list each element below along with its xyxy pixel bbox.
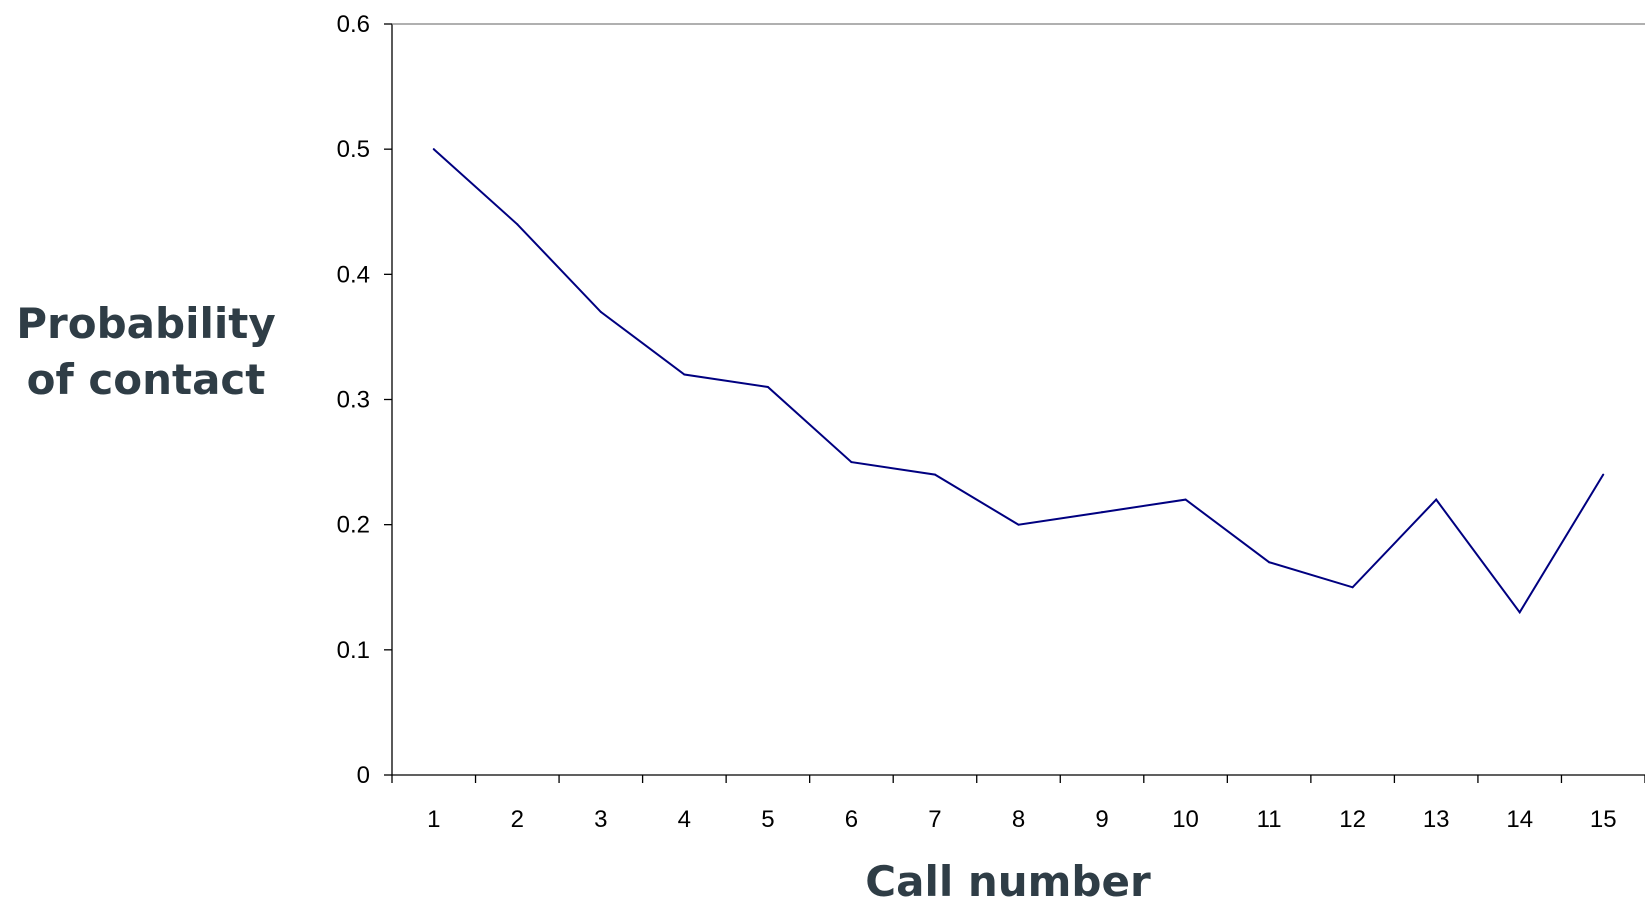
x-axis-ticks: 1 2 3 4 5 6 7 8 9 10 11 12 13 14 15 [391, 775, 1645, 833]
data-point [1184, 498, 1187, 501]
data-point [1518, 611, 1521, 614]
x-tick-label: 1 [427, 806, 440, 833]
data-point [766, 385, 769, 388]
chart-axes [391, 23, 1645, 776]
x-tick-label: 3 [594, 806, 607, 833]
x-tick-label: 7 [928, 806, 941, 833]
data-point [1351, 586, 1354, 589]
y-tick-label: 0.1 [337, 637, 370, 664]
data-point [1017, 523, 1020, 526]
x-tick-label: 15 [1590, 806, 1617, 833]
series-layer [432, 148, 1605, 615]
data-point [1602, 473, 1605, 476]
data-point [933, 473, 936, 476]
x-tick-label: 2 [511, 806, 524, 833]
x-tick-label: 14 [1506, 806, 1533, 833]
y-tick-label: 0.6 [337, 11, 370, 38]
x-tick-label: 8 [1012, 806, 1025, 833]
y-axis-title-line-2: of contact [27, 355, 266, 404]
y-tick-label: 0.4 [337, 261, 370, 288]
data-point [683, 373, 686, 376]
data-point [1435, 498, 1438, 501]
series-line [433, 148, 1605, 615]
y-tick-label: 0.3 [337, 387, 370, 414]
data-point [432, 148, 435, 151]
data-point [599, 310, 602, 313]
x-tick-label: 12 [1339, 806, 1366, 833]
x-tick-label: 5 [761, 806, 774, 833]
y-tick-label: 0 [357, 762, 370, 789]
data-point [1101, 511, 1104, 514]
x-axis-title: Call number [865, 857, 1151, 901]
data-point [516, 223, 519, 226]
data-point [850, 461, 853, 464]
x-tick-label: 4 [678, 806, 691, 833]
y-axis-ticks: 0 0.1 0.2 0.3 0.4 0.5 0.6 [337, 11, 392, 789]
x-tick-label: 9 [1095, 806, 1108, 833]
x-tick-label: 11 [1257, 806, 1282, 833]
x-tick-label: 6 [845, 806, 858, 833]
data-point [1268, 561, 1271, 564]
x-tick-label: 13 [1423, 806, 1450, 833]
x-tick-label: 10 [1172, 806, 1199, 833]
y-tick-label: 0.2 [337, 512, 370, 539]
y-tick-label: 0.5 [337, 136, 370, 163]
y-axis-title-line-1: Probability [16, 299, 275, 348]
